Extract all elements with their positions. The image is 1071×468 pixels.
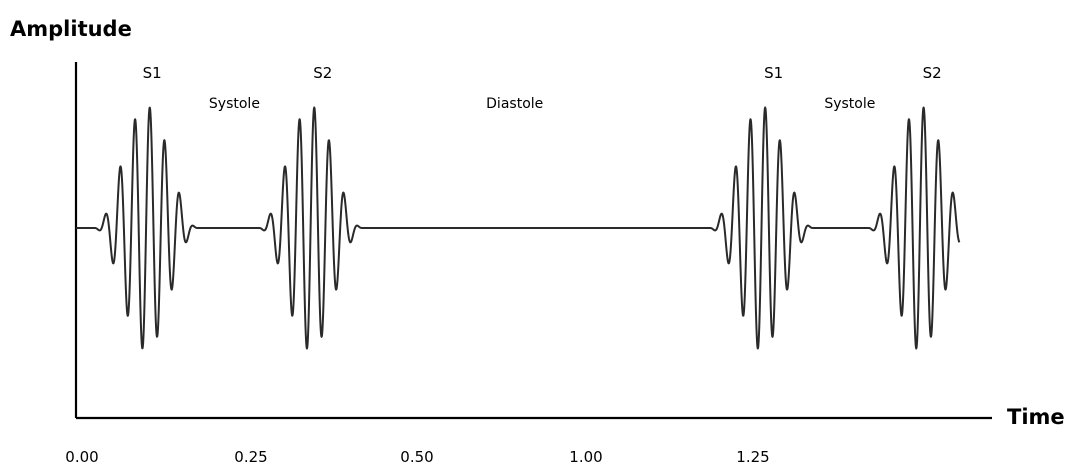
- sound-label-s2: S2: [313, 64, 332, 82]
- y-axis-label: Amplitude: [10, 17, 132, 41]
- phase-label-diastole: Diastole: [486, 96, 543, 112]
- x-tick-label: 1.00: [569, 448, 602, 466]
- x-tick-label: 0.25: [234, 448, 267, 466]
- sound-labels: S1 S2 S1 S2: [143, 64, 942, 82]
- x-tick-label: 0.00: [65, 448, 98, 466]
- phase-label-systole: Systole: [824, 96, 875, 112]
- sound-label-s1: S1: [764, 64, 783, 82]
- x-tick-labels: 0.00 0.25 0.50 1.00 1.25: [65, 448, 769, 466]
- phase-labels: Systole Diastole Systole: [209, 96, 875, 112]
- x-tick-label: 0.50: [400, 448, 433, 466]
- x-tick-label: 1.25: [736, 448, 769, 466]
- sound-label-s1: S1: [143, 64, 162, 82]
- waveform-line: [75, 106, 961, 350]
- x-axis-label: Time: [1007, 405, 1065, 429]
- phase-label-systole: Systole: [209, 96, 260, 112]
- sound-label-s2: S2: [923, 64, 942, 82]
